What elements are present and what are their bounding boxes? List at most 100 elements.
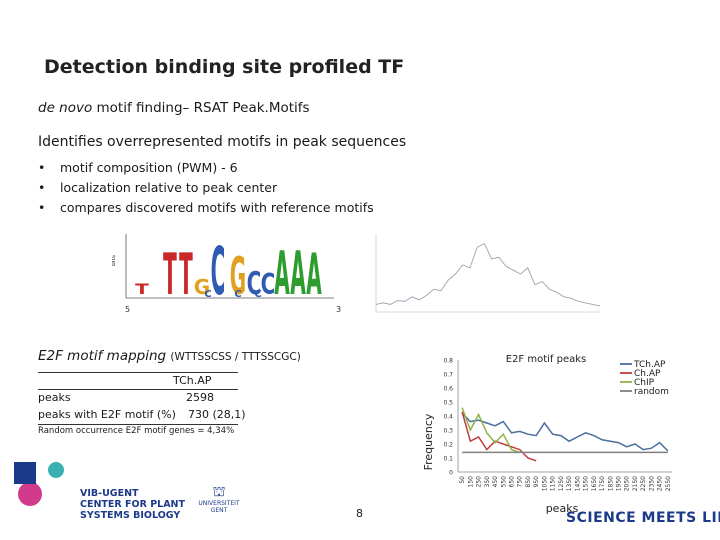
chart-title: E2F motif peaks <box>506 354 587 365</box>
logo-letter: A <box>274 238 290 309</box>
logo-letter: T <box>179 242 193 309</box>
page-number: 8 <box>356 507 363 520</box>
x-tick-label: 1750 <box>599 476 606 491</box>
table-bottom-rule <box>38 424 238 425</box>
logo-five-prime: 5 <box>125 305 130 314</box>
y-tick-label: 0.5 <box>443 400 453 407</box>
x-tick-label: 850 <box>525 476 532 488</box>
mapping-main: E2F motif mapping <box>38 348 171 364</box>
ugent-building-icon: ⛫ <box>212 484 226 500</box>
logo-axis-label: bits <box>112 255 117 266</box>
ugent-line: GENT <box>210 507 228 514</box>
vib-logo-text: VIB-UGENT CENTER FOR PLANT SYSTEMS BIOLO… <box>80 488 185 521</box>
table-cell-label: peaks with E2F motif (%) <box>38 408 176 421</box>
logo-letter: C <box>254 289 261 300</box>
y-tick-label: 0.3 <box>443 428 453 435</box>
mapping-heading: E2F motif mapping (WTTSSCSS / TTTSSCGC) <box>38 348 301 364</box>
frequency-chart: E2F motif peaks Frequency peaks 0 0.1 0.2 0… <box>422 354 672 515</box>
x-tick-label: 550 <box>500 476 507 488</box>
x-tick-label: 1250 <box>558 476 565 491</box>
x-tick-label: 50 <box>459 476 466 484</box>
table-column-header: TCh.AP <box>173 374 212 387</box>
x-tick-label: 2250 <box>640 476 647 491</box>
bullet-item: motif composition (PWM) - 6 <box>38 158 374 178</box>
random-occurrence-text: Random occurrence E2F motif genes = 4,34… <box>38 426 235 436</box>
ugent-logo: ⛫ UNIVERSITEIT GENT <box>196 484 242 514</box>
table-top-rule <box>38 372 238 373</box>
x-tick-label: 150 <box>467 476 474 488</box>
y-tick-label: 0.4 <box>443 414 453 421</box>
logo-letter: C <box>211 234 226 310</box>
logo-three-prime: 3 <box>336 305 341 314</box>
motif-logo: bits T T T G C G C CA A AC C C 5 3 <box>112 234 341 314</box>
x-tick-label: 1950 <box>616 476 623 491</box>
logo-letter: T <box>163 242 177 309</box>
legend-label: random <box>634 387 669 397</box>
vib-logo-mark <box>14 462 64 506</box>
x-tick-label: 2350 <box>648 476 655 491</box>
logo-letter: A <box>306 242 321 309</box>
logo-letter: C <box>261 267 276 301</box>
position-distribution-chart <box>375 234 601 313</box>
slide-subtitle: de novo motif finding– RSAT Peak.Motifs <box>38 100 310 116</box>
y-tick-label: 0.7 <box>443 372 453 379</box>
y-tick-label: 0.1 <box>443 456 453 463</box>
vib-line: VIB-UGENT <box>80 488 139 499</box>
slide-title: Detection binding site profiled TF <box>44 56 405 78</box>
x-tick-label: 750 <box>517 476 524 488</box>
x-tick-label: 2050 <box>624 476 631 491</box>
chart-xlabel: peaks <box>546 502 579 515</box>
vib-line: SYSTEMS BIOLOGY <box>80 510 181 521</box>
bullet-list: motif composition (PWM) - 6 localization… <box>38 158 374 218</box>
y-tick-label: 0 <box>449 470 453 477</box>
peaks-table: TCh.AP peaks 2598 peaks with E2F motif (… <box>38 372 246 426</box>
x-tick-label: 250 <box>476 476 483 488</box>
x-tick-label: 1850 <box>607 476 614 491</box>
lead-text: Identifies overrepresented motifs in pea… <box>38 134 407 150</box>
vib-line: CENTER FOR PLANT <box>80 499 185 510</box>
x-tick-label: 2450 <box>657 476 664 491</box>
bullet-item: localization relative to peak center <box>38 178 374 198</box>
logo-letter: C <box>247 267 262 303</box>
x-tick-label: 1350 <box>566 476 573 491</box>
x-tick-label: 1150 <box>550 476 557 491</box>
y-tick-label: 0.2 <box>443 442 453 449</box>
logo-letter: G <box>230 248 246 307</box>
logo-letter: G <box>194 275 210 299</box>
mapping-sequence: (WTTSSCSS / TTTSSCGC) <box>170 351 301 363</box>
x-tick-label: 1050 <box>541 476 548 491</box>
vib-square-mark <box>14 462 36 484</box>
tagline: SCIENCE MEETS LIFE <box>566 510 720 524</box>
x-tick-label: 1550 <box>583 476 590 491</box>
logo-letter: C <box>204 289 211 300</box>
table-row: peaks 2598 <box>38 391 238 407</box>
table-cell-value: 730 (28,1) <box>188 408 246 421</box>
ugent-line: UNIVERSITEIT <box>198 500 240 507</box>
table-row: peaks with E2F motif (%) 730 (28,1) <box>38 408 246 424</box>
position-profile-line <box>375 242 601 307</box>
x-tick-label: 1650 <box>591 476 598 491</box>
bullet-item: compares discovered motifs with referenc… <box>38 198 374 218</box>
x-tick-label: 450 <box>492 476 499 488</box>
logo-letter: A <box>290 238 306 309</box>
table-cell-value: 2598 <box>186 391 214 404</box>
x-tick-label: 950 <box>533 476 540 488</box>
y-tick-label: 0.6 <box>443 386 453 393</box>
logo-letter: C <box>234 289 241 300</box>
series-line-tch-ap <box>461 412 669 452</box>
chart-ylabel: Frequency <box>422 413 435 470</box>
vib-magenta-dot <box>18 482 42 506</box>
legend-label: Ch.AP <box>634 369 661 379</box>
x-tick-label: 2550 <box>665 476 672 491</box>
x-tick-label: 2150 <box>632 476 639 491</box>
table-mid-rule <box>38 389 238 390</box>
y-tick-label: 0.8 <box>443 358 453 365</box>
vib-teal-dot <box>48 462 64 478</box>
series-line-ch-ap <box>461 411 537 462</box>
subtitle-italic: de novo <box>38 100 93 116</box>
x-tick-label: 650 <box>509 476 516 488</box>
legend-label: ChIP <box>634 378 655 388</box>
series-line-chip <box>461 407 520 454</box>
table-header-row: TCh.AP <box>38 374 238 390</box>
logo-letter: T <box>135 282 149 298</box>
